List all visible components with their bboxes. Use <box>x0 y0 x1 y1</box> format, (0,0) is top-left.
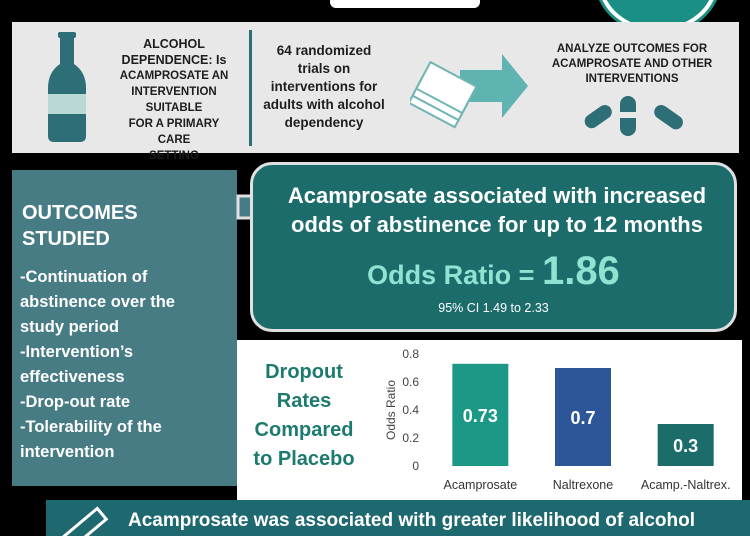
trials-line: adults with alcohol <box>263 97 385 112</box>
analyze-line: INTERVENTIONS <box>585 73 679 85</box>
bar-value-label: 0.3 <box>673 436 698 456</box>
trials-line: trials on <box>297 61 351 76</box>
outcomes-panel: OUTCOMES STUDIED -Continuation of abstin… <box>12 170 237 486</box>
outcomes-title: OUTCOMES STUDIED <box>22 200 138 252</box>
result-headline: Acamprosate associated with increased od… <box>277 181 717 239</box>
result-box: Acamprosate associated with increased od… <box>250 162 737 332</box>
outcome-line: study period <box>20 318 120 336</box>
study-overview-panel: ALCOHOL DEPENDENCE: Is ACAMPROSATE AN IN… <box>12 22 739 162</box>
y-axis-label: Odds Ratio <box>384 380 398 440</box>
x-tick-label: Acamprosate <box>444 478 518 492</box>
title-banner-fragment <box>330 0 480 8</box>
trials-text: 64 randomized trials on interventions fo… <box>258 42 390 132</box>
outcome-line: effectiveness <box>20 368 125 386</box>
outcome-line: -Drop-out rate <box>20 393 130 411</box>
outcomes-title-line: STUDIED <box>22 228 110 250</box>
dropout-bar-chart: Odds Ratio 0 0.2 0.4 0.6 0.8 0.73 Acamprosate 0.… <box>384 347 731 492</box>
bottle-icon <box>48 32 86 142</box>
result-headline-line: odds of abstinence for up to 12 months <box>291 212 703 237</box>
papers-icon <box>410 54 528 129</box>
outcome-line: -Continuation of <box>20 268 148 286</box>
issue-line: SETTING <box>149 150 199 162</box>
pills-icon <box>584 96 683 136</box>
issue-line: ALCOHOL <box>143 37 205 51</box>
confidence-interval: 95% CI 1.49 to 2.33 <box>438 301 549 315</box>
trials-line: interventions for <box>270 79 378 94</box>
dropout-title: Dropout Rates Compared to Placebo <box>249 358 359 474</box>
issue-line: ACAMPROSATE AN <box>119 70 229 82</box>
outcome-line: -Tolerability of the <box>20 418 162 436</box>
dropout-title-line: to Placebo <box>253 448 355 470</box>
issue-line: INTERVENTION SUITABLE <box>131 86 217 114</box>
analyze-text: ANALYZE OUTCOMES FOR ACAMPROSATE AND OTH… <box>532 42 732 87</box>
bar-value-label: 0.73 <box>463 406 498 426</box>
odds-ratio-line: Odds Ratio = 1.86 <box>253 249 734 294</box>
bar <box>555 368 611 466</box>
y-tick-label: 0.4 <box>402 403 419 417</box>
outcomes-title-line: OUTCOMES <box>22 202 138 224</box>
dropout-chart-panel: Dropout Rates Compared to Placebo Odds R… <box>237 340 742 500</box>
y-tick-label: 0 <box>412 459 419 473</box>
outcome-item: -Continuation of abstinence over the stu… <box>20 265 175 340</box>
left-margin <box>0 500 44 536</box>
dropout-title-line: Compared <box>254 419 354 441</box>
dropout-title-line: Dropout <box>265 361 343 383</box>
outcome-line: abstinence over the <box>20 293 175 311</box>
outcome-line: -Intervention’s <box>20 343 134 361</box>
y-tick-label: 0.6 <box>402 375 419 389</box>
dropout-title-line: Rates <box>276 390 332 412</box>
pencil-icon <box>58 506 109 536</box>
analyze-line: ANALYZE OUTCOMES FOR <box>556 43 708 55</box>
outcome-item: -Intervention’s effectiveness <box>20 340 175 390</box>
x-tick-label: Acamp.-Naltrex. <box>641 478 731 492</box>
result-headline-line: Acamprosate associated with increased <box>287 183 707 208</box>
bar <box>452 363 509 466</box>
bar <box>657 424 714 466</box>
y-tick-label: 0.2 <box>402 431 419 445</box>
issue-text: ALCOHOL DEPENDENCE: Is ACAMPROSATE AN IN… <box>112 36 236 164</box>
conclusion-bar: Acamprosate was associated with greater … <box>46 500 750 536</box>
analyze-line: ACAMPROSATE AND OTHER <box>551 58 713 70</box>
issue-line: DEPENDENCE: Is <box>121 53 227 67</box>
conclusion-text: Acamprosate was associated with greater … <box>128 510 695 531</box>
odds-ratio-value: 1.86 <box>541 249 620 293</box>
outcome-line: intervention <box>20 443 115 461</box>
outcomes-list: -Continuation of abstinence over the stu… <box>20 265 175 465</box>
trials-line: 64 randomized <box>276 43 372 58</box>
outcome-item: -Tolerability of the intervention <box>20 415 175 465</box>
x-tick-label: Naltrexone <box>553 478 613 492</box>
outcome-item: -Drop-out rate <box>20 390 175 415</box>
issue-line: FOR A PRIMARY CARE <box>128 118 220 146</box>
odds-ratio-label: Odds Ratio = <box>367 260 542 290</box>
bar-value-label: 0.7 <box>570 408 595 428</box>
trials-line: dependency <box>284 115 364 130</box>
divider <box>249 30 252 146</box>
y-tick-label: 0.8 <box>402 347 419 361</box>
